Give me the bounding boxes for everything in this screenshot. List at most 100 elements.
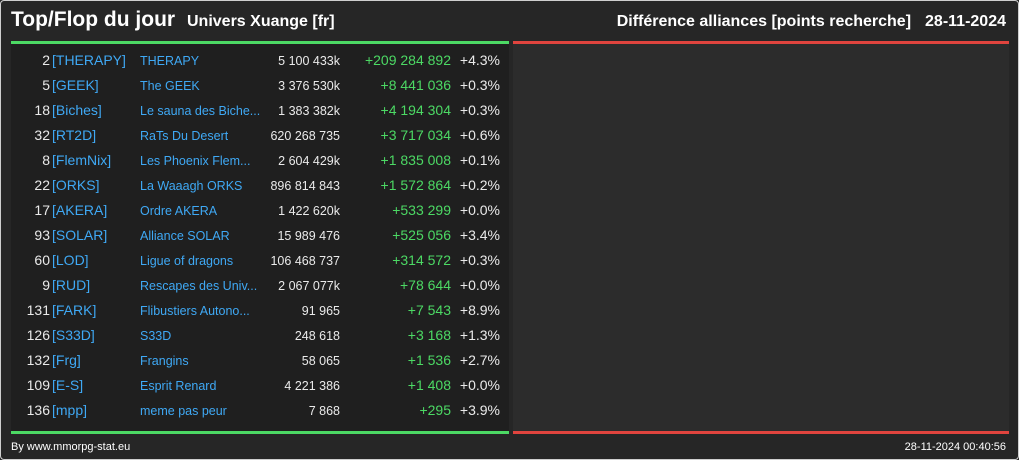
alliance-name-link[interactable]: Rescapes des Univ...: [140, 279, 258, 293]
alliance-tag-link[interactable]: [SOLAR]: [52, 227, 108, 243]
points-cell: 7 868: [308, 404, 340, 418]
ranking-heading: Différence alliances [points recherche] 2…: [617, 13, 1006, 31]
alliance-tag-link[interactable]: [FARK]: [52, 302, 97, 318]
points-cell: 3 376 530k: [278, 79, 340, 93]
alliance-name-link[interactable]: meme pas peur: [140, 404, 227, 418]
points-cell: 2 604 429k: [278, 154, 340, 168]
percent-cell: +0.0%: [459, 377, 500, 393]
alliance-name-link[interactable]: Ordre AKERA: [140, 204, 218, 218]
table-row: 126 [S33D] S33D 248 618 +3 168 +1.3%: [11, 323, 509, 348]
top-list: 2 [THERAPY] THERAPY 5 100 433k +209 284 …: [11, 48, 509, 423]
alliance-name-link[interactable]: Alliance SOLAR: [140, 229, 230, 243]
table-row: 22 [ORKS] La Waaagh ORKS 896 814 843 +1 …: [11, 173, 509, 198]
difference-cell: +525 056: [392, 227, 451, 243]
generated-timestamp: 28-11-2024 00:40:56: [904, 441, 1006, 453]
rank-cell: 93: [34, 227, 50, 243]
percent-cell: +0.0%: [459, 277, 500, 293]
rank-cell: 132: [26, 352, 50, 368]
alliance-name-link[interactable]: Esprit Renard: [140, 379, 217, 393]
percent-cell: +0.1%: [459, 152, 500, 168]
table-row: 5 [GEEK] The GEEK 3 376 530k +8 441 036 …: [11, 73, 509, 98]
table-row: 109 [E-S] Esprit Renard 4 221 386 +1 408…: [11, 373, 509, 398]
percent-cell: +4.3%: [459, 52, 500, 68]
points-cell: 2 067 077k: [278, 279, 340, 293]
table-row: 32 [RT2D] RaTs Du Desert 620 268 735 +3 …: [11, 123, 509, 148]
difference-cell: +7 543: [407, 302, 451, 318]
alliance-name-link[interactable]: Le sauna des Biche...: [140, 104, 261, 118]
rank-cell: 5: [42, 77, 50, 93]
alliance-name-link[interactable]: Ligue of dragons: [140, 254, 234, 268]
ranking-type: Différence alliances [points recherche]: [616, 13, 912, 30]
table-row: 9 [RUD] Rescapes des Univ... 2 067 077k …: [11, 273, 509, 298]
alliance-tag-link[interactable]: [ORKS]: [52, 177, 100, 193]
difference-cell: +295: [419, 402, 451, 418]
table-row: 93 [SOLAR] Alliance SOLAR 15 989 476 +52…: [11, 223, 509, 248]
alliance-tag-link[interactable]: [RUD]: [52, 277, 91, 293]
universe-label: Univers Xuange [fr]: [187, 13, 335, 30]
table-row: 132 [Frg] Frangins 58 065 +1 536 +2.7%: [11, 348, 509, 373]
alliance-name-link[interactable]: La Waaagh ORKS: [140, 179, 243, 193]
percent-cell: +3.9%: [459, 402, 500, 418]
rank-cell: 22: [34, 177, 50, 193]
alliance-tag-link[interactable]: [GEEK]: [52, 77, 99, 93]
points-cell: 106 468 737: [270, 254, 340, 268]
percent-cell: +8.9%: [459, 302, 500, 318]
percent-cell: +0.0%: [459, 202, 500, 218]
rank-cell: 32: [34, 127, 50, 143]
alliance-tag-link[interactable]: [S33D]: [52, 327, 95, 343]
alliance-name-link[interactable]: S33D: [140, 329, 172, 343]
alliance-tag-link[interactable]: [RT2D]: [52, 127, 97, 143]
alliance-name-link[interactable]: THERAPY: [140, 54, 200, 68]
alliance-name-link[interactable]: The GEEK: [140, 79, 200, 93]
alliance-name-link[interactable]: Flibustiers Autono...: [140, 304, 250, 318]
alliance-tag-link[interactable]: [Frg]: [52, 352, 81, 368]
alliance-tag-link[interactable]: [Biches]: [52, 102, 102, 118]
page-title: Top/Flop du jour: [11, 8, 176, 31]
percent-cell: +2.7%: [459, 352, 500, 368]
alliance-tag-link[interactable]: [mpp]: [52, 402, 88, 418]
rank-cell: 126: [26, 327, 50, 343]
flop-panel-top-bar: [513, 41, 1009, 44]
difference-cell: +4 194 304: [380, 102, 451, 118]
top-panel-bottom-bar: [11, 431, 509, 434]
rank-cell: 109: [26, 377, 50, 393]
percent-cell: +1.3%: [459, 327, 500, 343]
points-cell: 1 383 382k: [278, 104, 340, 118]
alliance-tag-link[interactable]: [FlemNix]: [52, 152, 112, 168]
alliance-tag-link[interactable]: [AKERA]: [52, 202, 108, 218]
points-cell: 1 422 620k: [278, 204, 340, 218]
percent-cell: +0.6%: [459, 127, 500, 143]
table-row: 17 [AKERA] Ordre AKERA 1 422 620k +533 2…: [11, 198, 509, 223]
flop-panel: [513, 41, 1009, 433]
points-cell: 896 814 843: [270, 179, 340, 193]
points-cell: 248 618: [294, 329, 340, 343]
flop-panel-bottom-bar: [513, 431, 1009, 434]
top-panel-top-bar: [11, 41, 509, 44]
difference-cell: +314 572: [392, 252, 451, 268]
rank-cell: 8: [42, 152, 50, 168]
difference-cell: +8 441 036: [380, 77, 451, 93]
percent-cell: +0.2%: [459, 177, 500, 193]
difference-cell: +1 572 864: [380, 177, 451, 193]
alliance-tag-link[interactable]: [THERAPY]: [52, 52, 126, 68]
alliance-name-link[interactable]: Frangins: [140, 354, 189, 368]
percent-cell: +0.3%: [459, 102, 500, 118]
alliance-name-link[interactable]: RaTs Du Desert: [140, 129, 229, 143]
table-row: 18 [Biches] Le sauna des Biche... 1 383 …: [11, 98, 509, 123]
difference-cell: +78 644: [400, 277, 451, 293]
rank-cell: 136: [26, 402, 50, 418]
points-cell: 91 965: [301, 304, 340, 318]
table-row: 131 [FARK] Flibustiers Autono... 91 965 …: [11, 298, 509, 323]
ranking-date: 28-11-2024: [925, 13, 1006, 30]
difference-cell: +1 835 008: [380, 152, 451, 168]
difference-cell: +533 299: [392, 202, 451, 218]
percent-cell: +0.3%: [459, 77, 500, 93]
difference-cell: +3 168: [407, 327, 451, 343]
table-row: 60 [LOD] Ligue of dragons 106 468 737 +3…: [11, 248, 509, 273]
alliance-tag-link[interactable]: [E-S]: [52, 377, 84, 393]
rank-cell: 17: [34, 202, 50, 218]
points-cell: 4 221 386: [284, 379, 340, 393]
alliance-name-link[interactable]: Les Phoenix Flem...: [140, 154, 251, 168]
alliance-tag-link[interactable]: [LOD]: [52, 252, 89, 268]
